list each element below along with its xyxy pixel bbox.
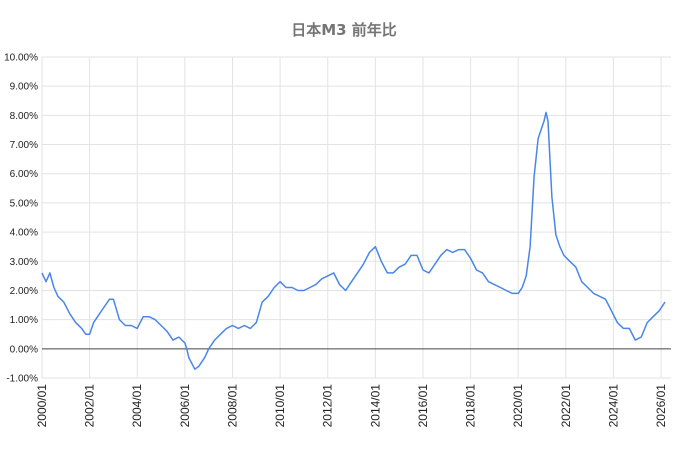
y-tick-label: 3.00% (10, 257, 38, 268)
series-layer (41, 111, 666, 370)
y-tick-label: 10.00% (4, 53, 38, 64)
x-tick-label: 2008/01 (225, 384, 239, 428)
x-tick-label: 2014/01 (368, 384, 382, 428)
x-tick-label: 2000/01 (35, 384, 49, 428)
y-tick-label: 1.00% (10, 315, 38, 326)
y-tick-label: 0.00% (10, 344, 38, 355)
y-tick-label: 6.00% (10, 169, 38, 180)
x-tick-label: 2022/01 (559, 384, 573, 428)
x-tick-label: 2016/01 (416, 384, 430, 428)
y-tick-label: 7.00% (10, 140, 38, 151)
x-tick-label: 2026/01 (654, 384, 668, 428)
x-tick-label: 2024/01 (606, 384, 620, 428)
y-axis-ticks: -1.00% 0.00% 1.00% 2.00% 3.00% 4.00% 5.00% 6.00… (4, 53, 38, 385)
y-tick-label: 8.00% (10, 111, 38, 122)
y-tick-label: 4.00% (10, 228, 38, 239)
series-line-0 (41, 111, 666, 370)
chart-title: 日本M3 前年比 (291, 21, 397, 39)
x-tick-label: 2004/01 (130, 384, 144, 428)
x-axis-ticks: 2000/01 2002/01 2004/01 2006/01 2008/01 2010/… (35, 384, 668, 428)
x-tick-label: 2002/01 (83, 384, 97, 428)
y-tick-label: 5.00% (10, 198, 38, 209)
x-tick-label: 2006/01 (178, 384, 192, 428)
x-tick-label: 2020/01 (511, 384, 525, 428)
y-tick-label: 9.00% (10, 82, 38, 93)
x-tick-label: 2010/01 (273, 384, 287, 428)
x-tick-label: 2018/01 (464, 384, 478, 428)
y-tick-label: 2.00% (10, 286, 38, 297)
y-tick-label: -1.00% (6, 374, 38, 385)
x-tick-label: 2012/01 (321, 384, 335, 428)
gridlines (41, 56, 671, 379)
